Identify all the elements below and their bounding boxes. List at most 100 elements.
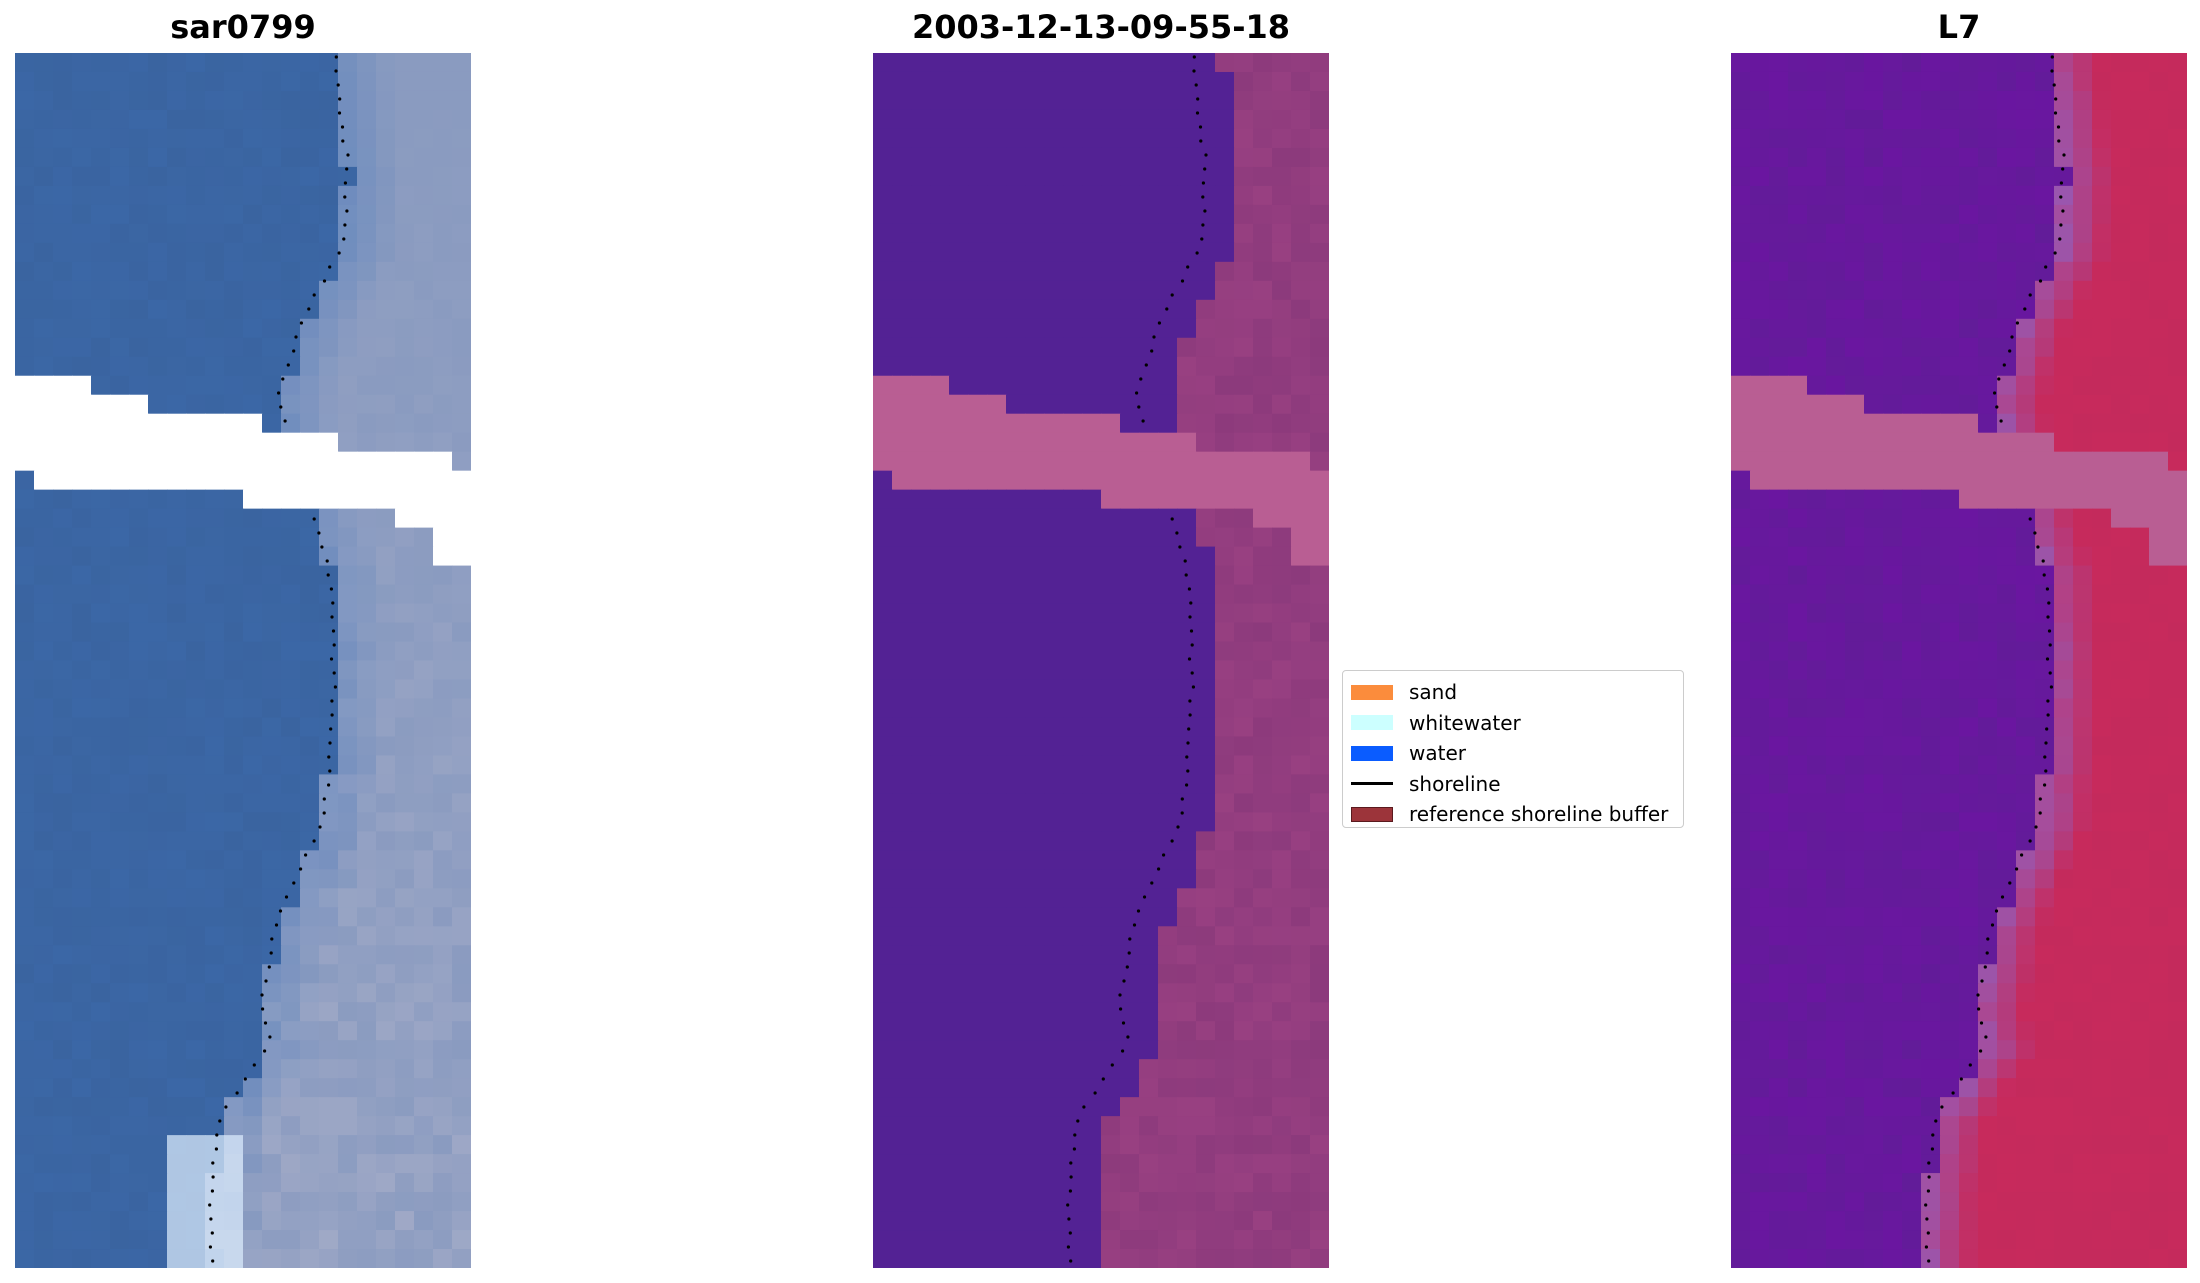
image-pixel bbox=[205, 71, 225, 92]
image-pixel bbox=[243, 166, 263, 187]
image-pixel bbox=[1902, 1116, 1922, 1136]
shoreline-point bbox=[342, 237, 346, 241]
image-pixel bbox=[2168, 356, 2187, 377]
image-pixel bbox=[1940, 527, 1960, 548]
shoreline-point bbox=[1934, 1119, 1938, 1123]
image-pixel bbox=[91, 1040, 111, 1060]
image-pixel bbox=[186, 774, 206, 794]
image-pixel bbox=[1253, 850, 1273, 870]
image-pixel bbox=[1196, 1040, 1216, 1060]
image-pixel bbox=[319, 603, 339, 624]
image-pixel bbox=[2016, 793, 2036, 813]
image-pixel bbox=[319, 793, 339, 813]
image-pixel bbox=[2016, 1002, 2036, 1022]
image-pixel bbox=[319, 1211, 339, 1231]
image-pixel bbox=[911, 774, 931, 794]
image-pixel bbox=[1902, 508, 1922, 529]
image-pixel bbox=[2073, 831, 2093, 851]
image-pixel bbox=[2111, 356, 2131, 377]
image-pixel bbox=[1215, 261, 1235, 282]
image-pixel bbox=[911, 527, 931, 548]
image-pixel bbox=[2092, 1078, 2112, 1098]
image-pixel bbox=[1120, 812, 1140, 832]
image-pixel bbox=[167, 926, 187, 946]
image-pixel bbox=[2073, 280, 2093, 301]
image-pixel bbox=[357, 356, 377, 377]
image-pixel bbox=[1883, 128, 1903, 149]
image-pixel bbox=[1158, 793, 1178, 813]
image-pixel bbox=[243, 812, 263, 832]
image-pixel bbox=[357, 185, 377, 206]
image-pixel bbox=[2054, 489, 2074, 510]
shoreline-point bbox=[1118, 993, 1122, 997]
shoreline-point bbox=[322, 811, 326, 815]
image-pixel bbox=[1120, 356, 1140, 377]
image-pixel bbox=[892, 793, 912, 813]
image-pixel bbox=[1997, 1192, 2017, 1212]
image-pixel bbox=[2168, 166, 2187, 187]
shoreline-point bbox=[328, 741, 332, 745]
image-pixel bbox=[1940, 90, 1960, 111]
image-pixel bbox=[1845, 1154, 1865, 1174]
image-pixel bbox=[1044, 964, 1064, 984]
image-pixel bbox=[452, 869, 471, 889]
image-pixel bbox=[1921, 413, 1941, 434]
image-pixel bbox=[1120, 128, 1140, 149]
image-pixel bbox=[452, 1002, 471, 1022]
shoreline-point bbox=[1165, 307, 1169, 311]
image-pixel bbox=[2130, 185, 2150, 206]
image-pixel bbox=[1101, 147, 1121, 168]
image-pixel bbox=[1272, 1002, 1292, 1022]
image-pixel bbox=[1997, 812, 2017, 832]
image-pixel bbox=[186, 679, 206, 700]
image-pixel bbox=[1845, 1002, 1865, 1022]
image-pixel bbox=[2149, 717, 2169, 738]
image-pixel bbox=[1291, 831, 1311, 851]
image-pixel bbox=[2092, 1002, 2112, 1022]
image-pixel bbox=[1291, 53, 1311, 73]
image-pixel bbox=[129, 375, 149, 396]
image-pixel bbox=[319, 964, 339, 984]
image-pixel bbox=[243, 204, 263, 225]
image-pixel bbox=[1788, 888, 1808, 908]
image-pixel bbox=[987, 717, 1007, 738]
shoreline-point bbox=[2043, 755, 2047, 759]
image-pixel bbox=[2149, 432, 2169, 453]
image-pixel bbox=[2073, 128, 2093, 149]
image-pixel bbox=[338, 1249, 358, 1268]
image-pixel bbox=[452, 1078, 471, 1098]
image-pixel bbox=[1883, 432, 1903, 453]
image-pixel bbox=[1731, 1040, 1751, 1060]
image-pixel bbox=[1750, 1249, 1770, 1268]
image-pixel bbox=[2016, 1192, 2036, 1212]
image-pixel bbox=[1750, 698, 1770, 719]
shoreline-point bbox=[1184, 573, 1188, 577]
image-pixel bbox=[873, 90, 893, 111]
image-pixel bbox=[1788, 698, 1808, 719]
image-pixel bbox=[376, 584, 396, 605]
image-pixel bbox=[300, 109, 320, 130]
image-pixel bbox=[376, 565, 396, 586]
image-pixel bbox=[1826, 451, 1846, 472]
shoreline-point bbox=[343, 195, 347, 199]
image-pixel bbox=[1788, 90, 1808, 111]
image-pixel bbox=[1063, 1230, 1083, 1250]
image-pixel bbox=[1044, 1211, 1064, 1231]
image-pixel bbox=[1025, 1040, 1045, 1060]
image-pixel bbox=[1253, 185, 1273, 206]
image-pixel bbox=[110, 1154, 130, 1174]
image-pixel bbox=[968, 451, 988, 472]
image-pixel bbox=[376, 1230, 396, 1250]
image-pixel bbox=[892, 470, 912, 491]
image-pixel bbox=[1196, 53, 1216, 73]
image-pixel bbox=[1921, 964, 1941, 984]
image-pixel bbox=[1845, 698, 1865, 719]
image-pixel bbox=[53, 774, 73, 794]
image-pixel bbox=[1253, 166, 1273, 187]
image-pixel bbox=[281, 812, 301, 832]
image-pixel bbox=[1272, 831, 1292, 851]
image-pixel bbox=[1234, 793, 1254, 813]
image-pixel bbox=[1196, 926, 1216, 946]
image-pixel bbox=[1883, 375, 1903, 396]
image-pixel bbox=[338, 470, 358, 491]
